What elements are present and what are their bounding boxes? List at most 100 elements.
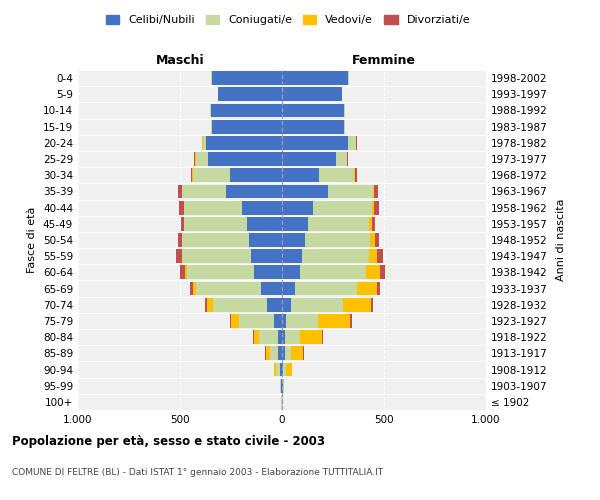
Bar [300,330,322,344]
Legend: Celibi/Nubili, Coniugati/e, Vedovi/e, Divorziati/e: Celibi/Nubili, Coniugati/e, Vedovi/e, Di… [101,10,475,30]
Bar [282,184,328,198]
Bar [282,152,336,166]
Bar [286,362,292,376]
Bar [266,346,270,360]
Bar [231,314,239,328]
Text: Femmine: Femmine [352,54,416,67]
Bar [211,104,282,118]
Bar [184,217,247,230]
Bar [282,168,319,182]
Bar [239,314,274,328]
Bar [284,346,291,360]
Bar [290,298,343,312]
Bar [212,71,282,85]
Bar [191,168,193,182]
Bar [267,298,282,312]
Bar [349,136,356,149]
Bar [194,152,196,166]
Bar [282,298,290,312]
Bar [247,217,282,230]
Bar [207,298,212,312]
Bar [313,200,372,214]
Bar [373,184,374,198]
Bar [193,168,230,182]
Bar [196,152,208,166]
Bar [190,282,193,296]
Bar [260,282,282,296]
Bar [303,346,304,360]
Bar [274,362,276,376]
Bar [253,330,254,344]
Bar [212,120,282,134]
Bar [282,233,305,247]
Bar [178,233,182,247]
Bar [318,314,350,328]
Bar [371,298,373,312]
Bar [282,266,300,280]
Bar [282,362,283,376]
Bar [182,250,251,263]
Bar [336,152,347,166]
Bar [283,362,286,376]
Bar [302,250,369,263]
Bar [366,266,380,280]
Bar [280,379,281,392]
Bar [184,200,242,214]
Bar [178,184,182,198]
Bar [355,168,357,182]
Bar [285,330,300,344]
Bar [354,168,355,182]
Bar [211,120,212,134]
Bar [322,330,323,344]
Bar [282,104,344,118]
Bar [182,184,226,198]
Bar [372,200,374,214]
Bar [377,282,380,296]
Bar [196,282,260,296]
Bar [203,136,206,149]
Bar [251,250,282,263]
Bar [350,314,352,328]
Bar [282,120,344,134]
Bar [282,346,284,360]
Bar [176,250,182,263]
Bar [182,233,250,247]
Y-axis label: Fasce di età: Fasce di età [28,207,37,273]
Bar [282,330,285,344]
Bar [278,330,282,344]
Text: Maschi: Maschi [155,54,205,67]
Bar [265,346,266,360]
Bar [226,184,282,198]
Bar [278,346,282,360]
Bar [180,266,185,280]
Bar [281,379,282,392]
Bar [300,266,366,280]
Bar [208,152,282,166]
Bar [282,88,342,101]
Bar [282,379,283,392]
Bar [286,314,318,328]
Bar [259,330,278,344]
Bar [230,314,231,328]
Bar [250,233,282,247]
Bar [374,200,379,214]
Bar [374,233,379,247]
Bar [187,266,254,280]
Bar [254,330,259,344]
Text: COMUNE DI FELTRE (BL) - Dati ISTAT 1° gennaio 2003 - Elaborazione TUTTITALIA.IT: COMUNE DI FELTRE (BL) - Dati ISTAT 1° ge… [12,468,383,477]
Bar [185,266,187,280]
Bar [343,298,371,312]
Bar [282,250,302,263]
Bar [254,266,282,280]
Bar [218,88,282,101]
Bar [305,233,370,247]
Bar [276,362,280,376]
Bar [347,152,348,166]
Text: Popolazione per età, sesso e stato civile - 2003: Popolazione per età, sesso e stato civil… [12,435,325,448]
Bar [374,184,378,198]
Bar [291,346,303,360]
Bar [270,346,278,360]
Bar [242,200,282,214]
Bar [369,250,377,263]
Bar [328,184,373,198]
